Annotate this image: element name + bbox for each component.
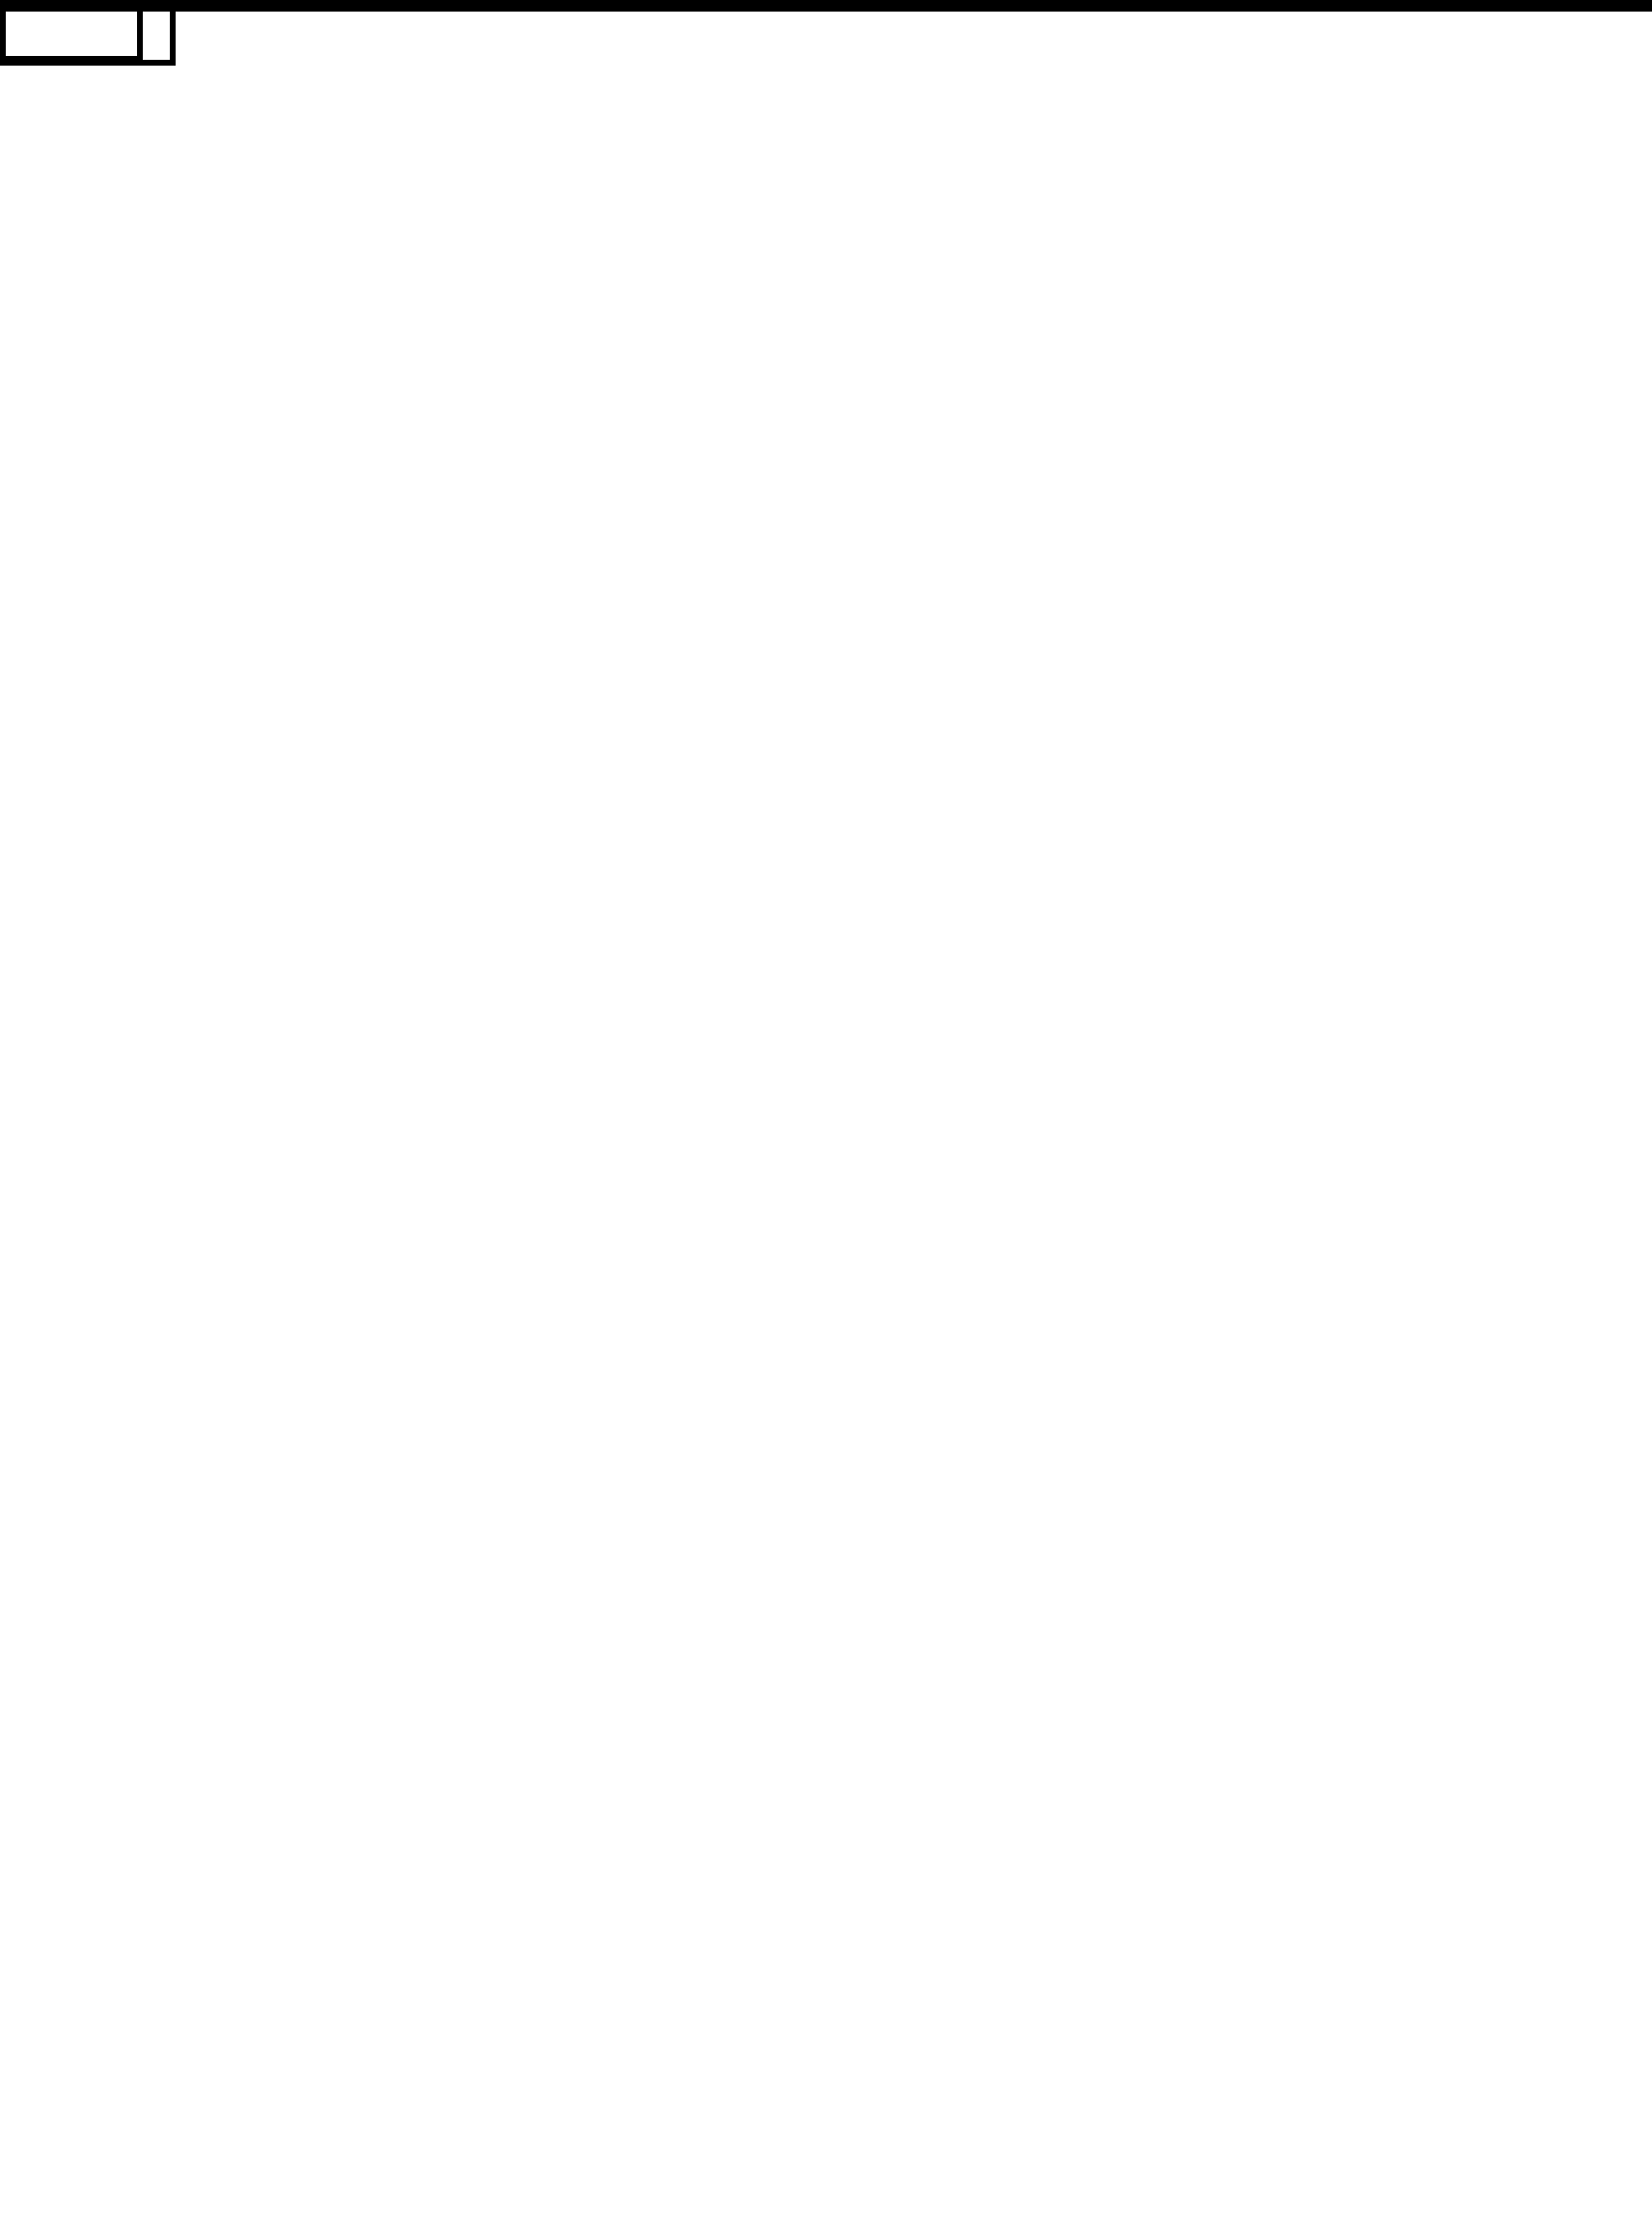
answer-sheet-page	[0, 0, 1652, 2239]
essay-grid-section	[0, 0, 1652, 12]
